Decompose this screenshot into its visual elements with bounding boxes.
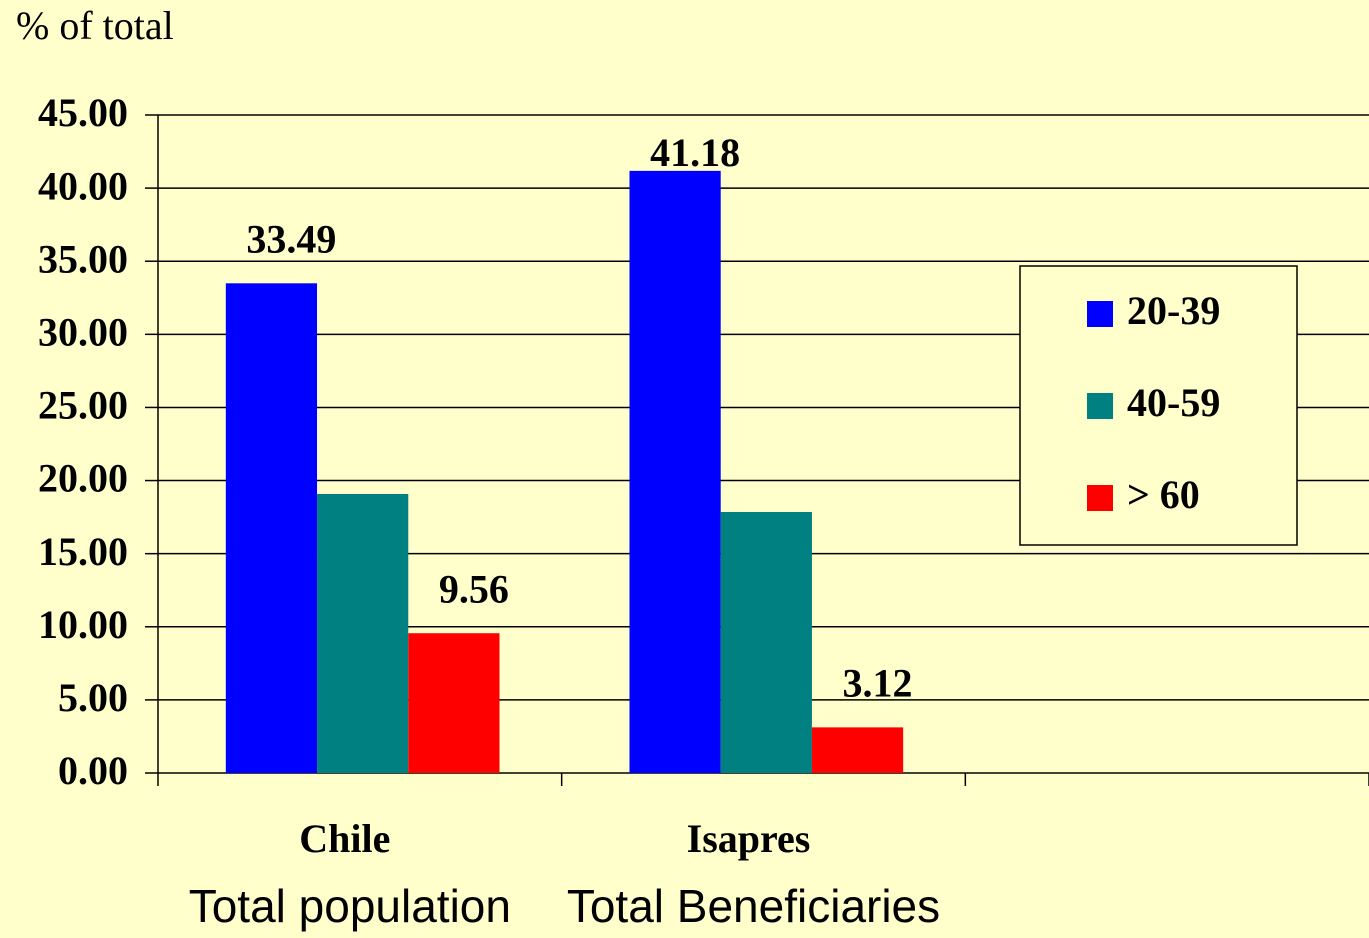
y-tick-label: 10.00 [38,602,128,647]
legend-swatch [1087,393,1113,419]
legend-swatch [1087,301,1113,327]
bar [317,494,409,773]
annotation: Total population [189,880,511,932]
annotation: Total Beneficiaries [567,880,940,932]
data-label: 33.49 [246,216,336,261]
bar [408,633,500,773]
legend-box [1019,265,1298,546]
data-label: 41.18 [650,130,740,175]
y-tick-label: 40.00 [38,163,128,208]
y-axis-title: % of total [16,3,174,48]
legend-swatch [1087,485,1113,511]
bar [811,727,904,773]
y-tick-label: 35.00 [38,236,128,281]
y-tick-label: 20.00 [38,456,128,501]
y-tick-label: 25.00 [38,383,128,428]
data-label: 9.56 [439,566,509,611]
x-tick-label: Chile [299,816,390,861]
y-tick-label: 5.00 [58,675,128,720]
bar [720,511,812,773]
legend-label: 20-39 [1127,288,1220,333]
legend-label: > 60 [1127,472,1200,517]
bar [629,170,721,774]
x-tick-label: Isapres [687,816,811,861]
y-tick-label: 0.00 [58,748,128,793]
y-tick-label: 30.00 [38,310,128,355]
legend-label: 40-59 [1127,380,1220,425]
bar [225,283,318,773]
y-tick-label: 15.00 [38,529,128,574]
y-tick-label: 45.00 [38,90,128,135]
data-label: 3.12 [843,661,913,706]
